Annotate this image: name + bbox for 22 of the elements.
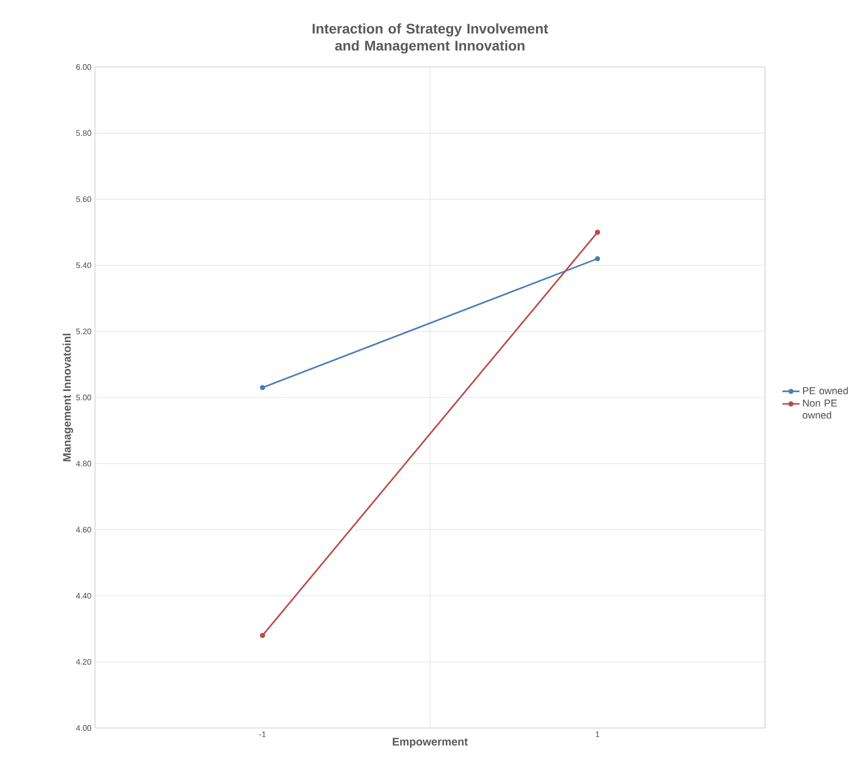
y-tick-label: 4.00 [76, 725, 92, 731]
y-tick-label: 5.00 [76, 394, 92, 400]
x-axis-title: Empowerment [392, 738, 468, 748]
y-tick-label: 5.20 [76, 328, 92, 334]
point [594, 256, 600, 262]
y-axis-title: Management Innovatoinl [62, 334, 74, 462]
legend-label: PE owned [803, 386, 848, 394]
y-tick-label: 4.60 [76, 526, 92, 533]
point [260, 384, 266, 390]
legend-label: Non PE owned [802, 400, 837, 419]
x-tick-label: 1 [596, 732, 600, 738]
y-tick-label: 5.80 [76, 130, 92, 136]
x-tick-label: -1 [259, 732, 266, 738]
y-tick-label: 4.40 [76, 592, 92, 599]
point [594, 230, 600, 235]
chart-title: Interaction of Strategy Involvement and Management Innovation [312, 23, 548, 54]
y-tick-label: 5.60 [76, 196, 92, 202]
y-tick-label: 4.80 [76, 460, 92, 466]
y-tick-label: 4.20 [76, 659, 92, 665]
point [260, 632, 266, 638]
y-tick-label: 5.40 [76, 262, 92, 268]
y-tick-label: 6.00 [76, 64, 92, 70]
